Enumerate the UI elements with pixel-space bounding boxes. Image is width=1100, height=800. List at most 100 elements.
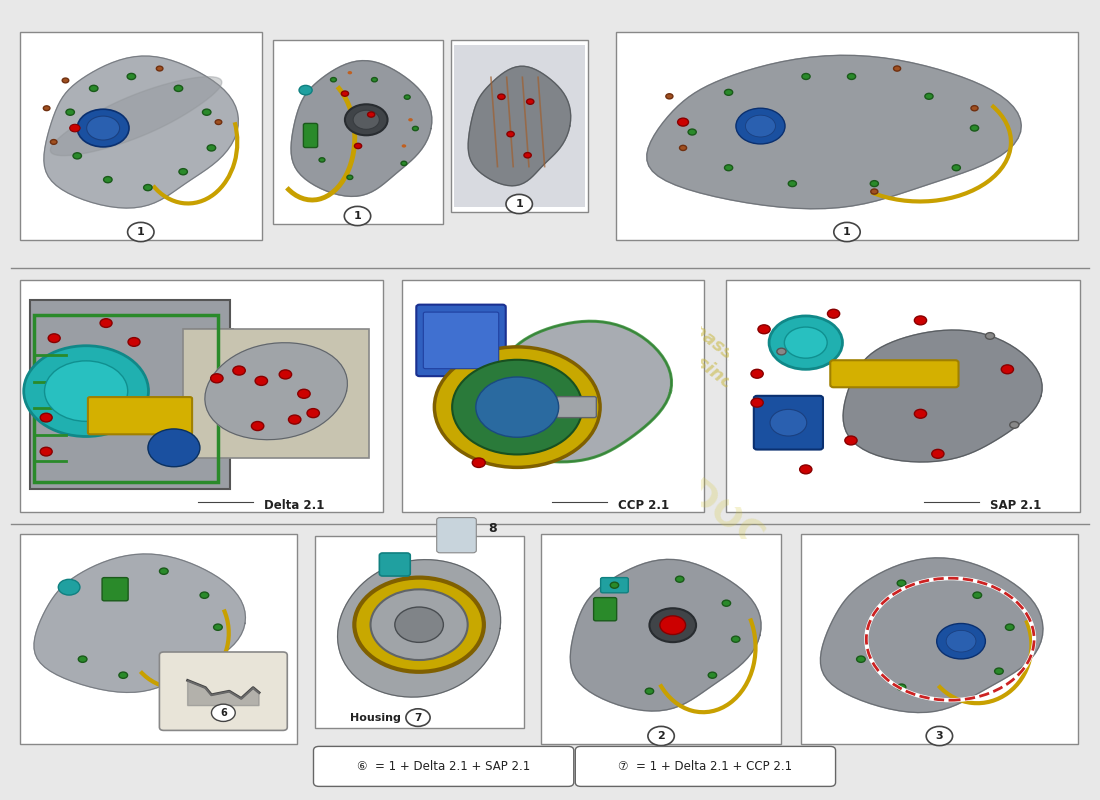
Circle shape: [678, 118, 689, 126]
Circle shape: [871, 189, 878, 194]
Circle shape: [498, 94, 505, 99]
Polygon shape: [205, 342, 348, 440]
Polygon shape: [469, 66, 571, 186]
Circle shape: [898, 684, 905, 690]
FancyBboxPatch shape: [23, 285, 380, 507]
Circle shape: [914, 316, 926, 325]
Polygon shape: [843, 330, 1042, 462]
Polygon shape: [469, 66, 571, 186]
FancyBboxPatch shape: [20, 32, 262, 240]
Circle shape: [827, 310, 839, 318]
Polygon shape: [292, 61, 432, 197]
Circle shape: [346, 175, 353, 179]
Circle shape: [44, 361, 128, 422]
Circle shape: [319, 158, 324, 162]
Circle shape: [202, 109, 211, 115]
Circle shape: [723, 600, 730, 606]
Polygon shape: [647, 55, 1021, 209]
Text: CCP 2.1: CCP 2.1: [618, 499, 669, 512]
Circle shape: [708, 672, 716, 678]
Circle shape: [649, 608, 696, 642]
Circle shape: [648, 726, 674, 746]
Circle shape: [974, 592, 981, 598]
FancyBboxPatch shape: [544, 539, 778, 739]
Circle shape: [986, 333, 994, 339]
Circle shape: [406, 709, 430, 726]
FancyBboxPatch shape: [451, 40, 588, 212]
Text: 7: 7: [415, 713, 421, 722]
Circle shape: [402, 144, 406, 148]
Circle shape: [452, 360, 582, 454]
Circle shape: [77, 110, 129, 147]
Circle shape: [213, 624, 222, 630]
Circle shape: [971, 106, 978, 111]
Circle shape: [344, 206, 371, 226]
Circle shape: [307, 409, 319, 418]
Circle shape: [41, 447, 52, 456]
Circle shape: [288, 415, 301, 424]
Polygon shape: [51, 77, 222, 156]
Text: SAP 2.1: SAP 2.1: [990, 499, 1042, 512]
Circle shape: [689, 129, 696, 135]
Text: 8: 8: [488, 522, 497, 534]
Circle shape: [51, 139, 57, 144]
Text: Housing: Housing: [350, 713, 400, 722]
Circle shape: [898, 580, 905, 586]
FancyBboxPatch shape: [402, 280, 704, 512]
Circle shape: [354, 578, 484, 672]
Circle shape: [73, 153, 81, 159]
Circle shape: [66, 109, 75, 115]
Circle shape: [506, 194, 532, 214]
Circle shape: [24, 346, 149, 437]
Circle shape: [298, 390, 310, 398]
Circle shape: [103, 177, 112, 182]
FancyBboxPatch shape: [20, 534, 297, 744]
Circle shape: [893, 66, 901, 71]
Circle shape: [395, 607, 443, 642]
Circle shape: [675, 576, 684, 582]
Circle shape: [405, 95, 410, 99]
Text: 1: 1: [136, 227, 145, 237]
Text: 1: 1: [843, 227, 851, 237]
Polygon shape: [44, 56, 239, 208]
Circle shape: [524, 153, 531, 158]
Polygon shape: [570, 559, 761, 711]
FancyBboxPatch shape: [601, 578, 628, 593]
FancyBboxPatch shape: [557, 397, 596, 418]
Circle shape: [870, 181, 879, 186]
Circle shape: [41, 414, 52, 422]
Circle shape: [725, 165, 733, 170]
Circle shape: [128, 338, 140, 346]
FancyBboxPatch shape: [541, 534, 781, 744]
Circle shape: [128, 222, 154, 242]
Circle shape: [211, 704, 235, 722]
FancyBboxPatch shape: [594, 598, 617, 621]
Circle shape: [255, 376, 267, 386]
Circle shape: [299, 86, 312, 95]
Text: 1: 1: [515, 199, 524, 209]
Circle shape: [725, 90, 733, 95]
FancyBboxPatch shape: [379, 553, 410, 576]
FancyBboxPatch shape: [801, 534, 1078, 744]
Circle shape: [925, 94, 933, 99]
Circle shape: [200, 592, 209, 598]
Circle shape: [434, 347, 601, 467]
Polygon shape: [821, 558, 1043, 713]
Circle shape: [207, 145, 216, 151]
Text: 3: 3: [936, 731, 943, 741]
FancyBboxPatch shape: [314, 746, 574, 786]
Circle shape: [770, 410, 806, 436]
Circle shape: [527, 99, 534, 104]
Text: 2: 2: [657, 731, 665, 741]
Circle shape: [43, 106, 50, 110]
Circle shape: [680, 146, 686, 150]
Circle shape: [233, 366, 245, 375]
FancyBboxPatch shape: [830, 360, 958, 387]
Circle shape: [1010, 422, 1019, 428]
Circle shape: [736, 108, 785, 144]
Circle shape: [476, 377, 559, 438]
Circle shape: [507, 131, 515, 137]
FancyBboxPatch shape: [437, 518, 476, 553]
Circle shape: [345, 104, 387, 135]
FancyBboxPatch shape: [754, 396, 823, 450]
